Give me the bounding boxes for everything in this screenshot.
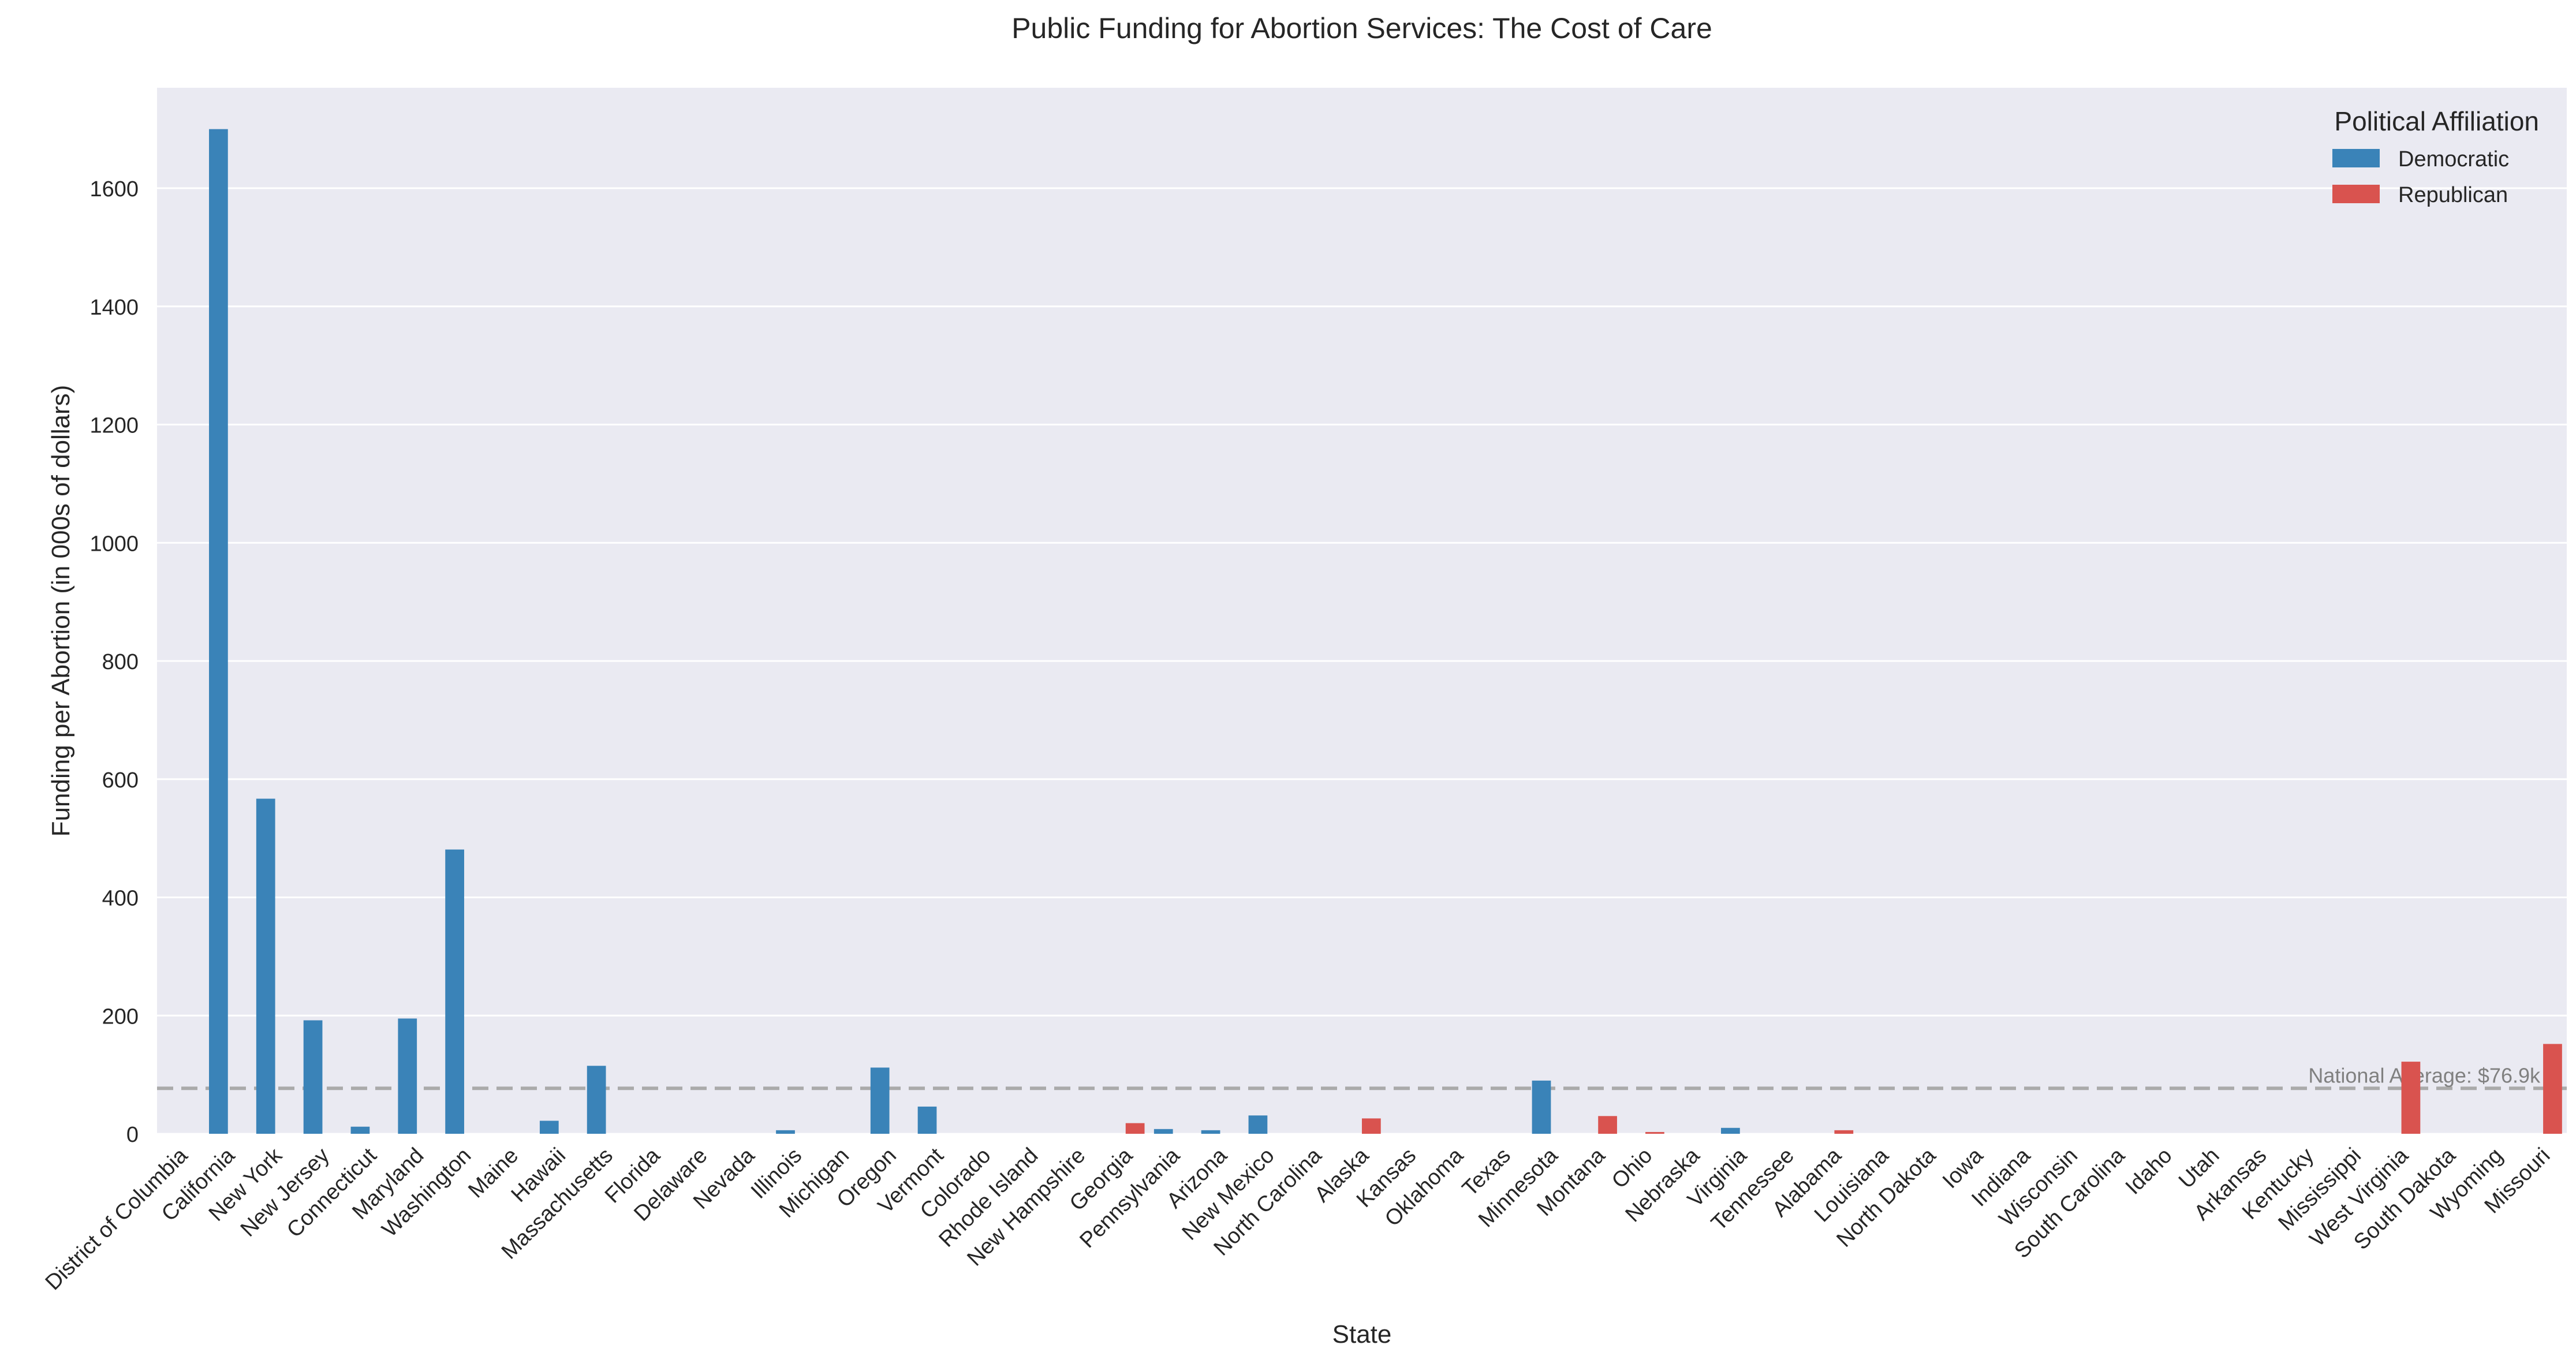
- legend-swatch-republican: [2332, 185, 2380, 203]
- bar-new-york-democratic: [256, 798, 275, 1134]
- y-tick-label: 1200: [89, 414, 139, 438]
- y-tick-label: 0: [126, 1123, 139, 1147]
- bar-washington-democratic: [445, 849, 464, 1134]
- bar-oregon-democratic: [870, 1067, 890, 1134]
- bar-vermont-democratic: [917, 1106, 937, 1134]
- bar-missouri-republican: [2543, 1044, 2562, 1134]
- bar-alaska-republican: [1362, 1118, 1381, 1134]
- bar-georgia-republican: [1125, 1123, 1145, 1134]
- bar-ohio-republican: [1645, 1131, 1664, 1134]
- bar-maryland-democratic: [398, 1018, 417, 1134]
- bar-arizona-democratic: [1201, 1130, 1220, 1134]
- legend-label-democratic: Democratic: [2398, 147, 2509, 171]
- bar-california-democratic: [209, 129, 228, 1134]
- y-tick-label: 400: [102, 887, 139, 911]
- national-average-label: National Average: $76.9k: [2308, 1063, 2541, 1087]
- y-tick-label: 200: [102, 1004, 139, 1029]
- legend-label-republican: Republican: [2398, 183, 2508, 207]
- bar-virginia-democratic: [1721, 1127, 1740, 1134]
- bars: [209, 129, 2562, 1134]
- bar-minnesota-democratic: [1532, 1080, 1551, 1134]
- bar-massachusetts-democratic: [587, 1066, 606, 1134]
- grid-lines: [157, 187, 2567, 1135]
- legend: Political Affiliation Democratic Republi…: [2332, 106, 2539, 207]
- chart-title: Public Funding for Abortion Services: Th…: [1011, 12, 1712, 44]
- bar-pennsylvania-democratic: [1153, 1129, 1173, 1134]
- bar-west-virginia-republican: [2401, 1062, 2421, 1134]
- y-axis-ticks: 0 200 400 600 800 1000 1200 1400 1600: [89, 177, 139, 1147]
- bar-new-jersey-democratic: [303, 1020, 323, 1134]
- bar-new-mexico-democratic: [1248, 1115, 1268, 1134]
- bar-alabama-republican: [1834, 1130, 1854, 1134]
- y-tick-label: 1600: [89, 177, 139, 201]
- y-axis-label: Funding per Abortion (in 000s of dollars…: [47, 385, 75, 837]
- bar-hawaii-democratic: [539, 1121, 559, 1134]
- y-tick-label: 600: [102, 768, 139, 793]
- y-tick-label: 800: [102, 650, 139, 674]
- x-tick-label-idaho: Idaho: [2121, 1144, 2177, 1200]
- y-tick-label: 1400: [89, 296, 139, 320]
- legend-title: Political Affiliation: [2334, 106, 2539, 136]
- bar-montana-republican: [1598, 1116, 1617, 1134]
- x-axis-label: State: [1332, 1320, 1392, 1349]
- bar-connecticut-democratic: [350, 1126, 370, 1134]
- y-tick-label: 1000: [89, 532, 139, 556]
- legend-swatch-democratic: [2332, 149, 2380, 167]
- plot-background: [157, 88, 2567, 1134]
- bar-illinois-democratic: [776, 1130, 795, 1134]
